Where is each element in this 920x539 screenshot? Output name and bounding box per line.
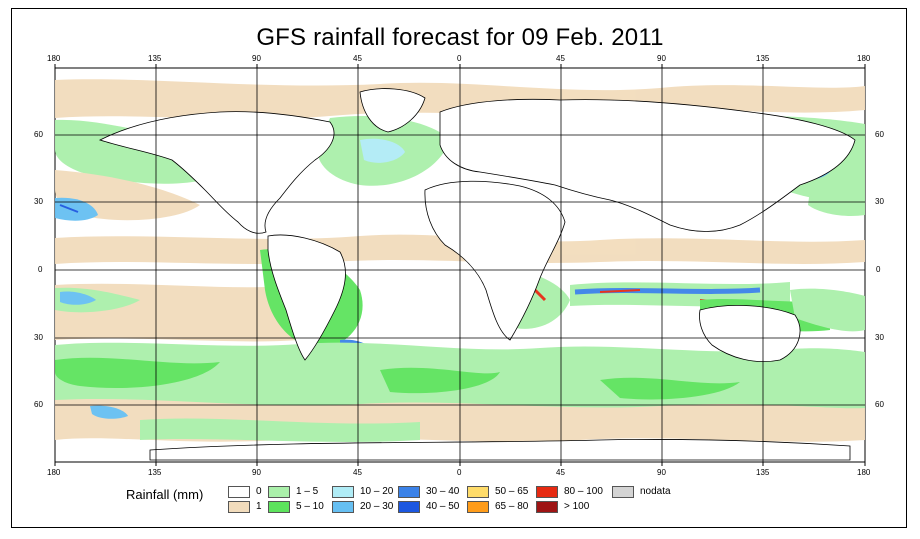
legend-swatch-9 [467,501,489,513]
graticule [55,68,865,462]
legend-label-2: 1 – 5 [296,486,319,497]
coastlines [98,88,856,461]
lon-label-top-180e: 180 [857,54,871,63]
legend-label-12: nodata [640,486,671,497]
legend-swatch-2 [268,486,290,498]
figure-frame [11,8,907,528]
legend-title: Rainfall (mm) [126,487,204,502]
lon-label-bottom-180w: 180 [47,468,61,477]
lat-label-right-60n: 60 [875,130,884,139]
legend-label-5: 20 – 30 [360,501,394,512]
legend-swatch-8 [467,486,489,498]
map-title: GFS rainfall forecast for 09 Feb. 2011 [256,24,664,51]
legend-swatch-10 [536,486,558,498]
lon-label-bottom-135e: 135 [756,468,770,477]
eurasia [439,98,856,232]
lon-label-bottom-135w: 135 [148,468,162,477]
lon-label-bottom-180e: 180 [857,468,871,477]
axis-ticks [54,64,866,466]
legend-swatch-11 [536,501,558,513]
legend-label-11: > 100 [564,501,590,512]
antarctica [149,439,851,461]
lon-label-top-180w: 180 [47,54,61,63]
lon-label-bottom-90e: 90 [657,468,666,477]
legend-swatch-3 [268,501,290,513]
legend-label-3: 5 – 10 [296,501,324,512]
legend-swatch-12 [612,486,634,498]
lon-label-bottom-0: 0 [457,468,462,477]
legend-swatch-6 [398,486,420,498]
legend-label-4: 10 – 20 [360,486,394,497]
lon-label-bottom-45w: 45 [353,468,362,477]
legend-label-1: 1 [256,501,262,512]
lon-label-top-0: 0 [457,54,462,63]
lon-label-bottom-45e: 45 [556,468,565,477]
lat-label-left-0: 0 [38,265,43,274]
legend-label-8: 50 – 65 [495,486,529,497]
greenland [359,88,426,133]
lat-label-left-60n: 60 [34,130,43,139]
lon-label-top-135w: 135 [148,54,162,63]
legend-swatch-5 [332,501,354,513]
legend-label-10: 80 – 100 [564,486,603,497]
lon-label-bottom-90w: 90 [252,468,261,477]
lon-label-top-45w: 45 [353,54,362,63]
lat-label-right-60s: 60 [875,400,884,409]
lat-label-right-0: 0 [876,265,881,274]
lat-label-left-60s: 60 [34,400,43,409]
lat-label-left-30s: 30 [34,333,43,342]
lat-label-left-30n: 30 [34,197,43,206]
legend-label-0: 0 [256,486,262,497]
lon-label-top-135e: 135 [756,54,770,63]
lat-label-right-30s: 30 [875,333,884,342]
lon-label-top-90e: 90 [657,54,666,63]
legend-swatch-7 [398,501,420,513]
lat-label-right-30n: 30 [875,197,884,206]
legend-label-7: 40 – 50 [426,501,460,512]
legend-swatch-1 [228,501,250,513]
legend-label-9: 65 – 80 [495,501,529,512]
legend-label-6: 30 – 40 [426,486,460,497]
lon-label-top-90w: 90 [252,54,261,63]
legend-swatch-4 [332,486,354,498]
lon-label-top-45e: 45 [556,54,565,63]
legend-swatch-0 [228,486,250,498]
